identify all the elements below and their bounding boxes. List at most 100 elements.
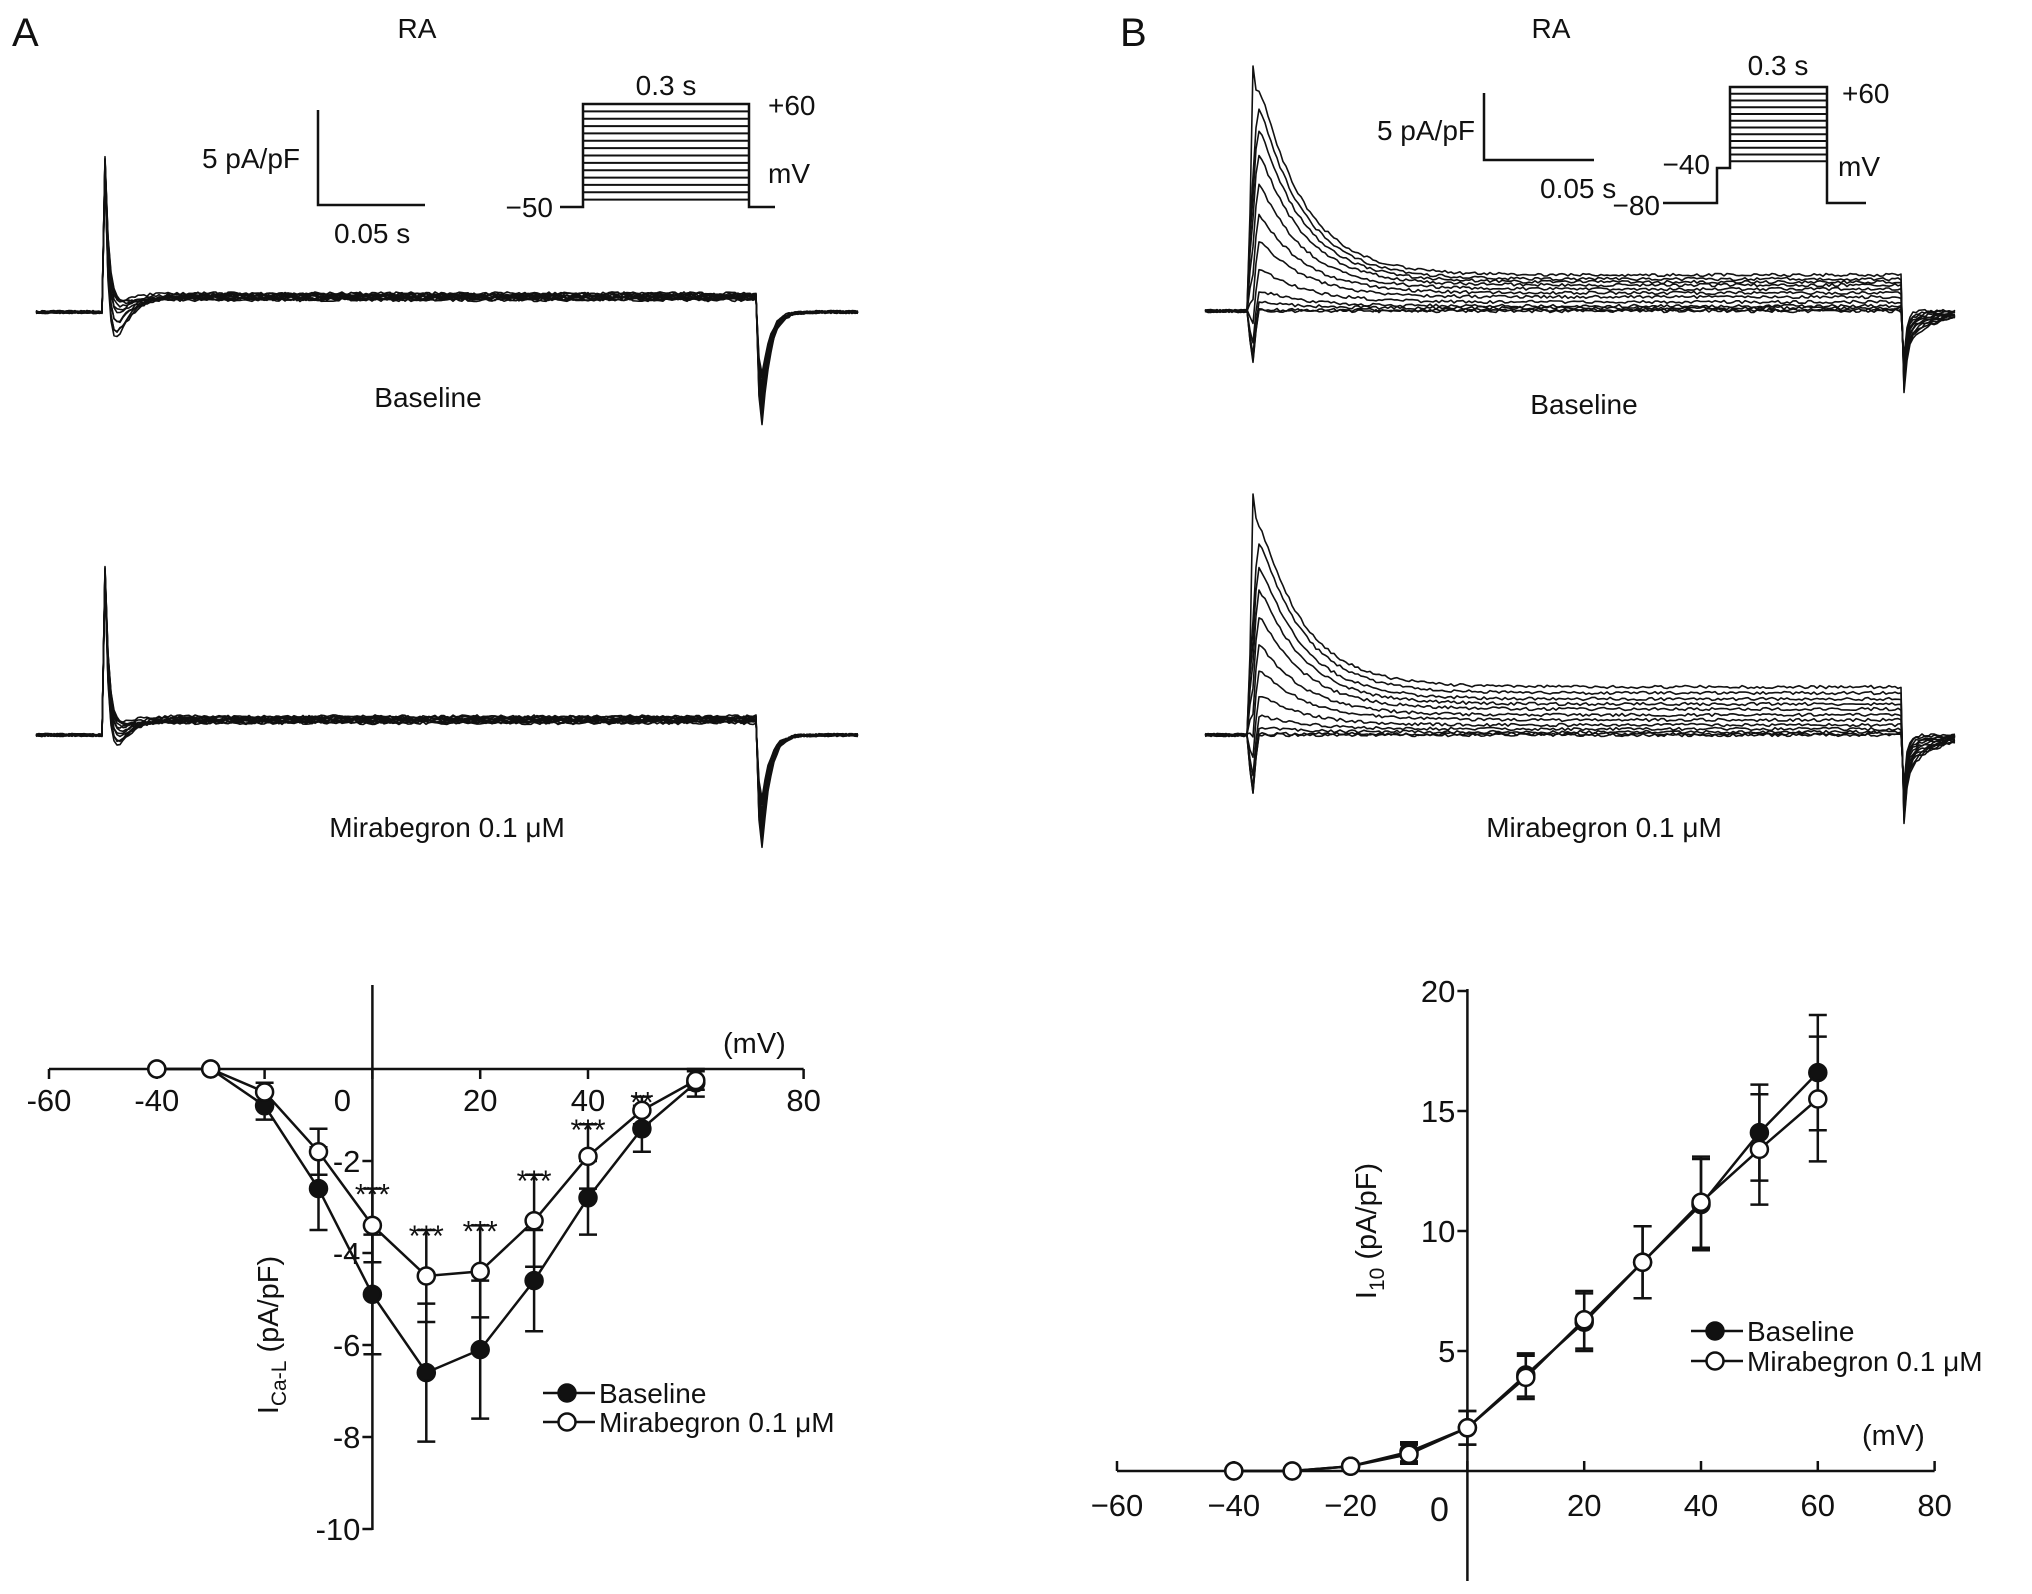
trace-label-a-mirabegron: Mirabegron 0.1 μM — [329, 812, 565, 843]
current-trace — [35, 168, 859, 399]
protocol-a-holding: −50 — [506, 192, 554, 223]
y-axis-label: I10 (pA/pF) — [1351, 1163, 1389, 1299]
current-trace — [1204, 291, 1956, 369]
current-trace — [35, 569, 859, 849]
data-point-mirabegron — [362, 1215, 383, 1236]
current-trace — [35, 570, 859, 818]
current-trace — [1204, 183, 1956, 380]
scale-bar-a — [316, 110, 425, 207]
data-point-baseline — [470, 1339, 490, 1360]
y-axis-label-unit: (pA/pF) — [1351, 1163, 1383, 1268]
x-axis-label: (mV) — [1862, 1420, 1925, 1452]
x-tick-label: 80 — [1917, 1488, 1951, 1523]
data-point-mirabegron — [1632, 1252, 1653, 1272]
current-trace — [35, 580, 859, 830]
current-trace — [1204, 644, 1956, 807]
x-tick-label: −20 — [1324, 1488, 1377, 1523]
current-trace — [35, 158, 859, 426]
significance-marker: *** — [355, 1179, 390, 1212]
x-tick-label: 80 — [786, 1083, 820, 1118]
data-point-baseline — [308, 1178, 329, 1199]
data-point-mirabegron — [1516, 1367, 1536, 1388]
current-trace — [1204, 617, 1956, 809]
x-tick-label: -40 — [134, 1083, 179, 1118]
current-trace — [35, 569, 859, 813]
data-point-baseline — [632, 1119, 652, 1139]
legend-marker — [557, 1383, 577, 1403]
scale-bar-b — [1482, 93, 1594, 162]
y-axis-label-unit: (pA/pF) — [253, 1256, 285, 1361]
protocol-b-holding: −80 — [1613, 190, 1661, 221]
data-point-mirabegron — [200, 1059, 221, 1079]
protocol-a-top: +60 — [768, 90, 816, 121]
legend-marker — [1705, 1321, 1725, 1341]
data-point-mirabegron — [470, 1261, 490, 1282]
protocol-outline — [560, 102, 775, 209]
trace-label-b-baseline: Baseline — [1530, 389, 1637, 420]
legend-label: Baseline — [599, 1378, 706, 1409]
current-trace — [1204, 714, 1956, 796]
y-tick-label: -8 — [333, 1420, 361, 1455]
scale-time-b: 0.05 s — [1540, 173, 1616, 204]
data-point-mirabegron — [1574, 1310, 1594, 1330]
voltage-protocol-b — [1663, 85, 1866, 205]
significance-marker: *** — [463, 1215, 498, 1248]
y-axis-label-subscript: 10 — [1366, 1268, 1389, 1291]
x-tick-label: 20 — [463, 1083, 497, 1118]
series-line — [1233, 1071, 1819, 1473]
data-point-mirabegron — [1457, 1418, 1478, 1438]
traces-b-baseline — [1204, 65, 1956, 394]
y-tick-label: -2 — [333, 1144, 361, 1179]
scale-current-b: 5 pA/pF — [1377, 115, 1475, 146]
voltage-protocol-a — [560, 102, 775, 209]
current-trace — [1204, 308, 1956, 364]
current-trace — [1204, 493, 1956, 825]
x-tick-label: 60 — [1801, 1488, 1835, 1523]
x-axis-label: (mV) — [723, 1028, 786, 1060]
traces-a-baseline — [35, 155, 859, 426]
data-point-baseline — [524, 1270, 544, 1291]
data-point-mirabegron — [416, 1266, 437, 1286]
current-trace — [1204, 543, 1956, 821]
data-point-mirabegron — [578, 1146, 598, 1167]
significance-marker: ** — [630, 1087, 654, 1120]
current-trace — [1204, 241, 1956, 375]
protocol-b-duration: 0.3 s — [1748, 50, 1809, 81]
legend-marker — [557, 1412, 577, 1432]
significance-marker: *** — [409, 1220, 444, 1253]
y-axis-label: ICa-L (pA/pF) — [253, 1256, 291, 1414]
data-point-mirabegron — [254, 1082, 275, 1102]
legend-label: Mirabegron 0.1 μM — [1747, 1346, 1983, 1377]
current-trace — [1204, 589, 1956, 813]
data-point-mirabegron — [524, 1211, 544, 1231]
data-point-mirabegron — [1399, 1444, 1419, 1464]
current-trace — [35, 163, 859, 392]
significance-marker: *** — [570, 1114, 605, 1147]
traces-b-mirabegron — [1204, 493, 1956, 825]
current-trace — [35, 571, 859, 843]
current-trace — [35, 155, 859, 375]
trace-label-b-mirabegron: Mirabegron 0.1 μM — [1486, 812, 1722, 843]
current-trace — [35, 171, 859, 402]
current-trace — [35, 575, 859, 822]
data-point-mirabegron — [686, 1070, 706, 1091]
current-trace — [1204, 65, 1956, 394]
current-trace — [35, 576, 859, 825]
y-tick-label: 10 — [1421, 1214, 1455, 1249]
y-axis-label-subscript: Ca-L — [268, 1361, 291, 1407]
iv-chart-ica-l: -60 -40 0 20 40 80-2-4-6-8-10(mV)ICa-L (pA/pF… — [27, 985, 835, 1547]
protocol-b-unit: mV — [1838, 151, 1880, 182]
significance-marker: *** — [517, 1165, 552, 1198]
data-point-mirabegron — [1224, 1461, 1244, 1481]
current-trace — [36, 566, 859, 803]
data-point-baseline — [362, 1284, 383, 1305]
protocol-outline — [1663, 85, 1866, 205]
data-point-baseline — [1749, 1122, 1770, 1143]
x-tick-label: 20 — [1567, 1488, 1601, 1523]
x-tick-label: -60 — [27, 1083, 72, 1118]
x-tick-label: 40 — [1684, 1488, 1718, 1523]
current-trace — [1204, 566, 1956, 818]
y-tick-label: 15 — [1421, 1094, 1455, 1129]
data-point-mirabegron — [1691, 1192, 1711, 1212]
